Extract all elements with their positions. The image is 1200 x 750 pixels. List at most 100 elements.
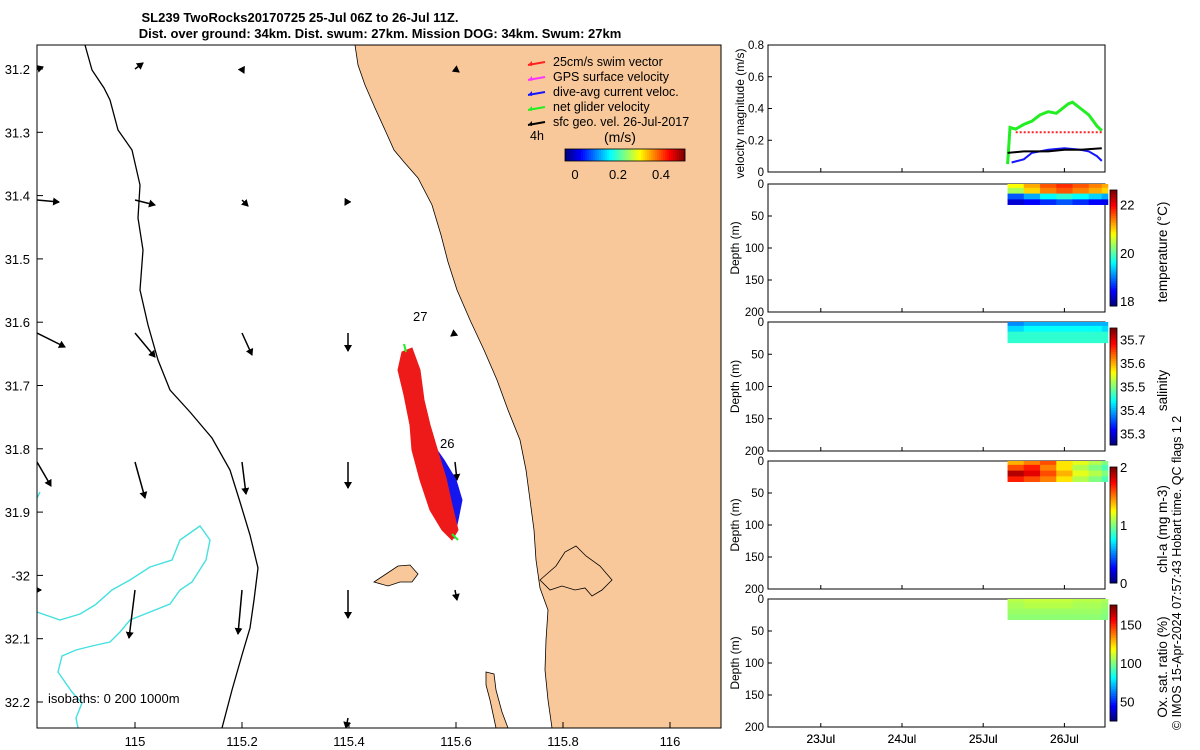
y-tick-label: 150 <box>745 414 764 426</box>
y-tick-label: 100 <box>745 243 764 255</box>
heatmap-cell <box>1007 187 1025 195</box>
colorbar-label: Ox. sat. ratio (%) <box>1155 616 1170 717</box>
geo-velocity-arrow <box>237 65 245 74</box>
geo-velocity-arrow <box>240 198 249 207</box>
geo-velocity-arrow <box>234 589 243 635</box>
heatmap-cell <box>1101 464 1109 472</box>
geo-velocity-arrow <box>450 329 459 337</box>
y-tick-label: 0 <box>758 594 764 606</box>
heatmap-cell <box>1101 187 1109 195</box>
heatmap-cell <box>1056 464 1074 472</box>
heatmap-cell <box>1023 464 1041 472</box>
map-legend-label: dive-avg current veloc. <box>553 85 679 99</box>
lat-tick-label: 31.2 <box>5 62 30 77</box>
x-tick-label: 25Jul <box>969 732 998 746</box>
title-line-1: SL239 TwoRocks20170725 25-Jul 06Z to 26-… <box>141 10 459 25</box>
map-colorbar-tick: 0.2 <box>609 167 627 182</box>
y-tick-label: 0.8 <box>748 40 764 52</box>
heatmap-cell <box>1056 599 1074 604</box>
lat-tick-label: 32.1 <box>5 632 30 647</box>
y-tick-label: 150 <box>745 552 764 564</box>
heatmap-cell <box>1007 331 1025 338</box>
y-axis-label: Depth (m) <box>728 636 742 689</box>
heatmap-cell <box>1040 193 1057 200</box>
profile-panel-3: 0 50 100 150 200 Depth (m) 0 1 2 chl-a (mg m-3) <box>728 456 1170 596</box>
heatmap-cell <box>1072 608 1090 615</box>
heatmap-cell <box>1072 461 1090 466</box>
heatmap-cell <box>1040 608 1057 615</box>
geo-velocity-arrow <box>125 589 136 639</box>
heatmap-cell <box>1007 337 1025 344</box>
colorbar-tick: 2 <box>1120 460 1127 475</box>
heatmap-cell <box>1007 199 1025 205</box>
lon-tick-label: 115.6 <box>440 734 472 749</box>
y-tick-label: 0 <box>758 317 764 329</box>
heatmap-cell <box>1101 325 1109 333</box>
heatmap-cell <box>1088 476 1103 482</box>
credit-text: © IMOS 15-Apr-2024 07:57:43 Hobart time.… <box>1170 415 1184 730</box>
heatmap-cell <box>1056 337 1074 344</box>
y-tick-label: 50 <box>751 349 764 361</box>
map-legend-label: GPS surface velocity <box>553 70 670 84</box>
heatmap-cell <box>1023 476 1041 482</box>
isobath-200m <box>37 525 211 728</box>
geo-velocity-arrow <box>451 589 460 601</box>
geo-velocity-arrow <box>37 461 52 487</box>
lon-tick-label: 115.8 <box>547 734 579 749</box>
heatmap-cell <box>1101 337 1109 344</box>
y-tick-label: 200 <box>745 446 764 458</box>
lon-tick-label: 115 <box>125 734 146 749</box>
geo-velocity-arrow <box>343 717 352 728</box>
velocity-series-line <box>1007 147 1102 154</box>
lat-tick-label: 31.4 <box>5 189 30 204</box>
colorbar-tick: 20 <box>1120 246 1134 261</box>
geo-velocity-arrows <box>37 62 461 728</box>
heatmap-cell <box>1023 199 1041 205</box>
heatmap-cell <box>1088 337 1103 344</box>
heatmap-cell <box>1023 608 1041 615</box>
y-tick-label: 150 <box>745 690 764 702</box>
colorbar-label: chl-a (mg m-3) <box>1155 485 1170 573</box>
map-legend-label: 25cm/s swim vector <box>553 55 663 69</box>
x-tick-label: 25Jul <box>969 732 998 746</box>
heatmap-cell <box>1023 187 1041 195</box>
y-tick-label: 50 <box>751 488 764 500</box>
heatmap-cell <box>1088 193 1103 200</box>
heatmap-cell <box>1088 461 1103 466</box>
heatmap-cell <box>1040 322 1057 327</box>
heatmap-cell <box>1088 608 1103 615</box>
heatmap-cell <box>1040 470 1057 477</box>
map-legend-item: GPS surface velocity <box>527 70 670 84</box>
heatmap-cell <box>1007 325 1025 333</box>
heatmap-cell <box>1072 337 1090 344</box>
y-axis-label: velocity magnitude (m/s) <box>733 48 747 178</box>
heatmap-cell <box>1072 476 1090 482</box>
map-legend-item: sfc geo. vel. 26-Jul-2017 <box>527 115 689 129</box>
heatmap-cell <box>1056 322 1074 327</box>
colorbar-tick: 35.4 <box>1120 403 1145 418</box>
heatmap-cell <box>1023 331 1041 338</box>
lat-tick-label: 31.7 <box>5 379 30 394</box>
heatmap-cell <box>1040 476 1057 482</box>
heatmap-cell <box>1088 602 1103 610</box>
heatmap-cell <box>1056 187 1074 195</box>
net-track <box>403 343 459 541</box>
heatmap-cell <box>1088 187 1103 195</box>
heatmap-cell <box>1023 322 1041 327</box>
y-tick-label: 100 <box>745 382 764 394</box>
map-panel: 27 26 isobaths: 0 200 1000m 25cm/s swim … <box>5 44 722 749</box>
heatmap-cell <box>1072 199 1090 205</box>
y-tick-label: 50 <box>751 211 764 223</box>
heatmap-cell <box>1056 193 1074 200</box>
heatmap-cell <box>1040 325 1057 333</box>
colorbar-tick: 35.7 <box>1120 333 1145 348</box>
geo-velocity-arrow <box>451 65 460 73</box>
heatmap-cell <box>1007 193 1025 200</box>
heatmap-cell <box>1088 614 1103 620</box>
y-tick-label: 100 <box>745 520 764 532</box>
lat-tick-label: -32 <box>11 568 30 583</box>
geo-velocity-arrow <box>241 461 250 495</box>
colorbar-tick: 35.3 <box>1120 426 1145 441</box>
map-legend-label: sfc geo. vel. 26-Jul-2017 <box>553 115 689 129</box>
